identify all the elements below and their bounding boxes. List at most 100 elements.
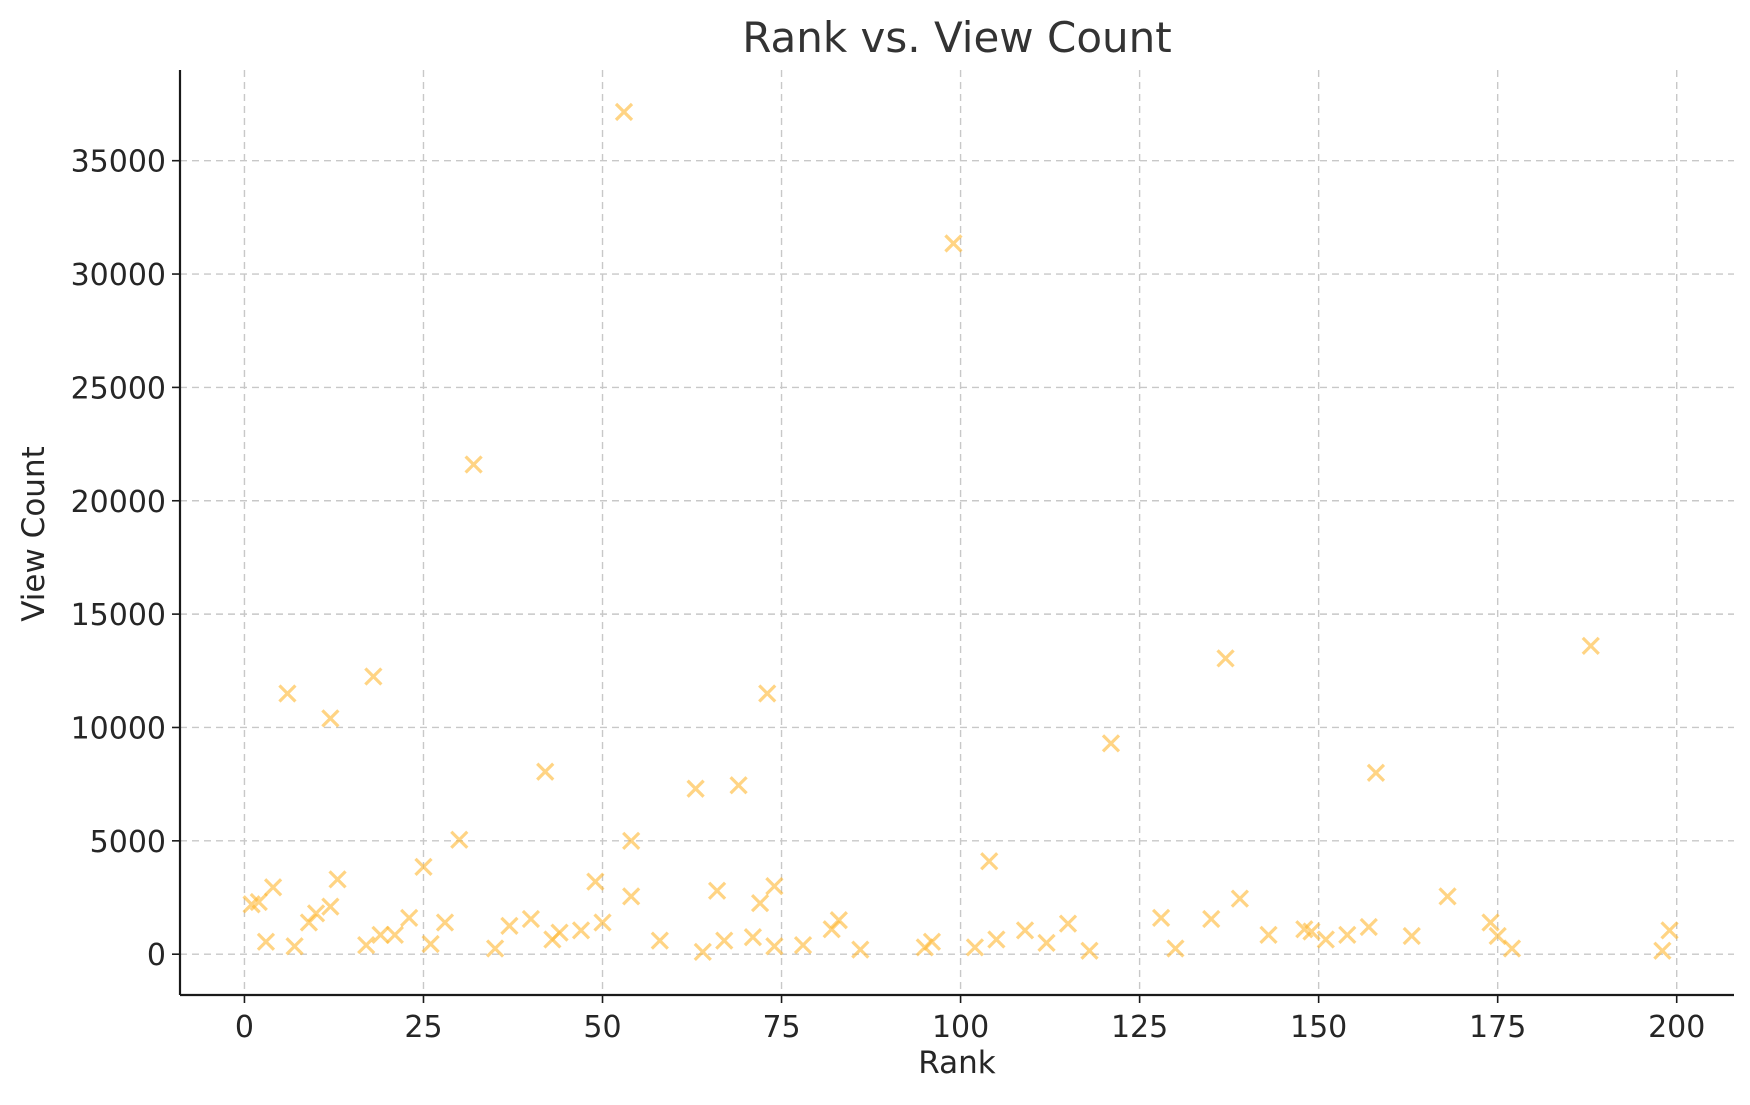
data-point-stroke [765,937,784,956]
data-point [758,684,777,703]
data-point [400,908,419,928]
data-point-stroke [987,930,1006,949]
data-point [364,667,383,686]
data-point [729,776,748,795]
data-point [571,921,591,940]
data-point-stroke [536,762,555,781]
data-point [1438,887,1457,906]
data-point [743,928,763,947]
data-point [256,932,276,951]
data-point [693,942,712,962]
data-point-stroke [750,894,770,913]
grid-layer [180,70,1734,995]
data-point-stroke [829,911,848,930]
data-point [586,872,605,891]
data-point-stroke [321,897,340,916]
data-point [765,937,784,956]
data-point-stroke [249,892,268,912]
data-point-stroke [743,928,763,947]
data-point-stroke [622,887,641,906]
x-tick-label: 125 [1111,1010,1168,1045]
x-axis-label: Rank [918,1045,996,1081]
data-point [435,913,455,932]
data-point-stroke [1101,734,1121,753]
data-point [421,934,440,954]
data-point-stroke [1402,926,1421,946]
data-point [414,857,433,877]
data-point [1502,939,1522,958]
data-point-stroke [421,934,440,954]
data-point-stroke [357,935,376,955]
data-point [1366,763,1386,782]
data-point [1080,941,1099,960]
x-tick-label: 100 [932,1010,989,1045]
data-point-stroke [1502,939,1522,958]
y-tick-label: 5000 [90,825,166,860]
x-tick-label: 175 [1469,1010,1526,1045]
data-point [357,935,376,955]
x-tick-label: 200 [1648,1010,1705,1045]
data-point [622,887,641,906]
data-point [793,935,813,955]
data-point-stroke [550,923,569,942]
x-tick-label: 0 [235,1010,254,1045]
data-point-stroke [500,916,519,935]
data-point-stroke [614,102,634,122]
points-layer [242,102,1679,962]
data-point [965,938,985,957]
data-point [987,930,1006,949]
data-point-stroke [1366,763,1386,782]
data-point [500,916,519,935]
data-point [321,897,340,916]
axes-layer: 0 25 50 75 100 125 150 175 200 0 5000 10000 15000 200… [71,70,1734,1045]
data-point [1660,921,1679,940]
data-point [450,830,469,849]
data-point [1101,734,1121,753]
x-tick-label: 50 [583,1010,621,1045]
y-tick-label: 35000 [71,145,166,180]
data-point [278,684,297,703]
data-point [485,939,505,958]
data-point-stroke [1202,909,1221,929]
data-point-stroke [1259,925,1278,945]
data-point [622,831,641,850]
data-point-stroke [1338,925,1357,945]
data-point-stroke [586,872,605,891]
data-point-stroke [793,935,813,955]
data-point-stroke [385,925,404,945]
data-point-stroke [306,904,326,923]
data-point-stroke [715,931,734,950]
data-point-stroke [980,852,999,871]
data-point [715,931,734,950]
data-point [249,892,268,912]
data-point-stroke [1295,920,1314,939]
data-point-stroke [1230,889,1250,908]
data-point [263,878,283,897]
data-point [707,881,727,900]
data-point-stroke [707,881,727,900]
data-point [385,925,404,945]
data-point-stroke [944,234,963,253]
data-point-stroke [328,870,347,889]
data-point [750,894,770,913]
data-point [686,779,705,798]
data-point [1058,914,1078,933]
data-point [944,234,963,253]
data-point [521,909,541,929]
data-point-stroke [686,779,705,798]
data-point-stroke [1058,914,1078,933]
data-point [1151,908,1171,928]
data-point-stroke [593,913,612,932]
data-point-stroke [1653,941,1672,960]
data-point-stroke [1216,649,1235,668]
data-point [306,904,326,923]
data-point-stroke [1481,913,1500,932]
labels-layer: Rank vs. View Count Rank View Count [16,13,1172,1081]
data-point-stroke [435,913,455,932]
data-point-stroke [1302,922,1321,941]
data-point-stroke [1080,941,1099,960]
data-point [593,913,612,932]
data-point [536,762,555,781]
